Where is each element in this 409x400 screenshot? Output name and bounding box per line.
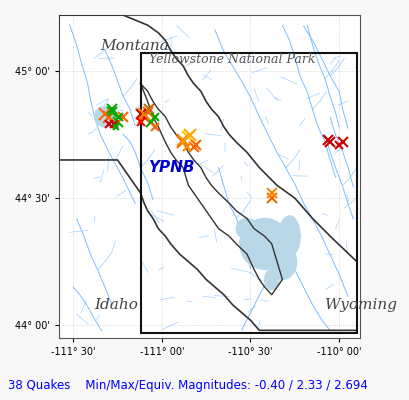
Text: Idaho: Idaho (94, 298, 138, 312)
Ellipse shape (278, 216, 299, 256)
Ellipse shape (239, 218, 289, 269)
Ellipse shape (264, 269, 278, 290)
Text: Yellowstone National Park: Yellowstone National Park (149, 53, 315, 66)
Ellipse shape (267, 244, 296, 280)
Ellipse shape (236, 218, 257, 239)
Text: 38 Quakes    Min/Max/Equiv. Magnitudes: -0.40 / 2.33 / 2.694: 38 Quakes Min/Max/Equiv. Magnitudes: -0.… (8, 379, 367, 392)
Bar (140, 53, 356, 333)
Text: Wyoming: Wyoming (324, 298, 396, 312)
Text: YPNB: YPNB (147, 160, 194, 175)
Text: Montana: Montana (99, 38, 168, 52)
Ellipse shape (94, 106, 115, 127)
